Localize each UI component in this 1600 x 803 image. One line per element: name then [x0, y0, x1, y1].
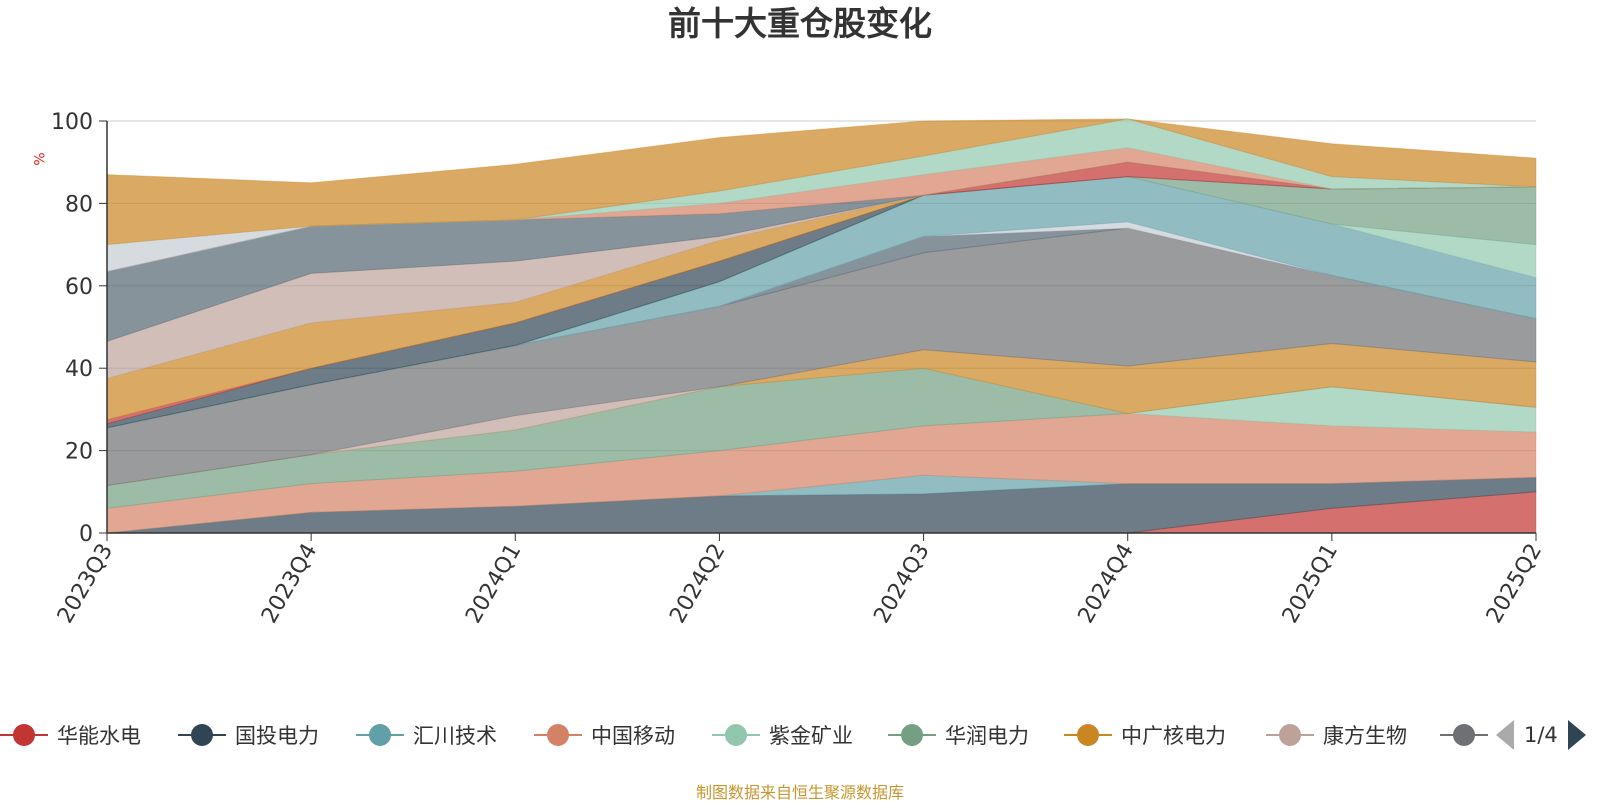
- y-tick-label: 80: [65, 192, 93, 217]
- legend-label: 华润电力: [945, 724, 1029, 748]
- legend-item[interactable]: 汇川技术: [356, 715, 497, 755]
- y-tick-label: 60: [65, 275, 93, 300]
- x-tick-label: 2023Q3: [53, 540, 118, 628]
- legend-marker-icon: [0, 723, 48, 747]
- x-tick-label: 2025Q1: [1278, 540, 1343, 628]
- area-series-22[interactable]: [106, 118, 1537, 246]
- legend-marker-icon: [1440, 723, 1488, 747]
- legend-item[interactable]: 中国移动: [534, 715, 675, 755]
- legend-label: 康方生物: [1323, 724, 1407, 748]
- legend-item[interactable]: 中广核电力: [1064, 715, 1226, 755]
- triangle-right-icon[interactable]: [1567, 720, 1586, 750]
- y-tick-label: 20: [65, 440, 93, 465]
- legend-page-indicator: 1/4: [1524, 723, 1558, 747]
- x-tick-label: 2023Q4: [257, 540, 322, 628]
- x-tick-label: 2024Q1: [461, 540, 526, 628]
- legend-pager: 1/4: [1496, 715, 1586, 755]
- legend-marker-icon: [888, 723, 936, 747]
- legend: 华能水电 国投电力 汇川技术 中国移动 紫金矿业 华润电力 中广核电力 康方生物: [0, 715, 1600, 755]
- legend-label: 国投电力: [235, 724, 319, 748]
- x-tick-label: 2025Q2: [1482, 540, 1547, 628]
- source-note: 制图数据来自恒生聚源数据库: [695, 783, 904, 802]
- legend-marker-icon: [1266, 723, 1314, 747]
- y-tick-label: 40: [65, 357, 93, 382]
- x-tick-label: 2024Q4: [1074, 540, 1139, 628]
- chart-plot: 0 20 40 60 80 100 2023Q3 2023Q4 2024Q1 2024Q2 2024…: [51, 110, 1547, 628]
- x-tick-label: 2024Q3: [869, 540, 934, 628]
- legend-marker-icon: [534, 723, 582, 747]
- legend-label: 中国移动: [591, 724, 675, 748]
- legend-label: 紫金矿业: [769, 724, 853, 748]
- chart-title: 前十大重仓股变化: [668, 4, 932, 43]
- legend-marker-icon: [178, 723, 226, 747]
- y-tick-label: 100: [51, 110, 93, 135]
- legend-item[interactable]: 紫金矿业: [712, 715, 853, 755]
- legend-item[interactable]: 国投电力: [178, 715, 319, 755]
- legend-label: 华能水电: [57, 724, 141, 748]
- x-tick-label: 2024Q2: [665, 540, 730, 628]
- legend-item[interactable]: 华能水电: [0, 715, 141, 755]
- triangle-left-icon[interactable]: [1496, 720, 1514, 750]
- area-series: [106, 118, 1537, 534]
- legend-item[interactable]: 康方生物: [1266, 715, 1407, 755]
- legend-marker-icon: [712, 723, 760, 747]
- legend-marker-icon: [1064, 723, 1112, 747]
- legend-label: 中广核电力: [1121, 724, 1226, 748]
- legend-item[interactable]: [1440, 715, 1497, 755]
- legend-label: 汇川技术: [413, 724, 497, 748]
- legend-marker-icon: [356, 723, 404, 747]
- legend-item[interactable]: 华润电力: [888, 715, 1029, 755]
- y-tick-label: 0: [79, 522, 93, 547]
